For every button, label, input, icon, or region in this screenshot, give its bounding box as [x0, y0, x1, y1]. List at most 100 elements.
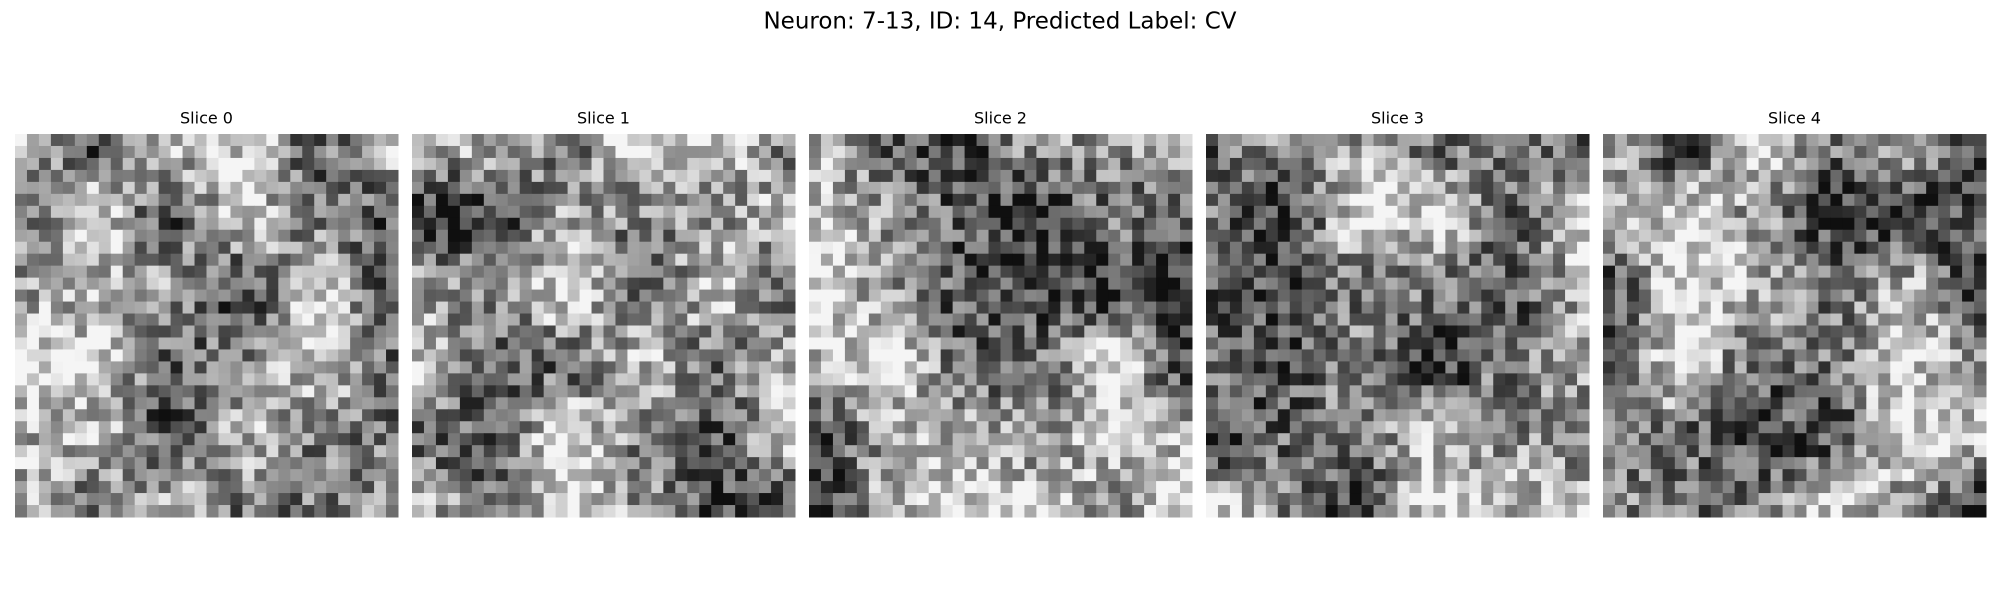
pixel — [820, 493, 834, 506]
pixel — [374, 157, 387, 171]
pixel — [1710, 301, 1724, 315]
pixel — [1517, 253, 1530, 267]
pixel — [1168, 421, 1181, 434]
pixel — [1072, 134, 1085, 147]
pixel — [194, 337, 207, 350]
pixel — [1048, 481, 1061, 494]
pixel — [338, 134, 351, 147]
pixel — [1674, 349, 1688, 362]
pixel — [1000, 481, 1013, 494]
pixel — [314, 145, 327, 159]
pixel — [1830, 181, 1843, 195]
pixel — [1698, 361, 1712, 374]
pixel — [1529, 373, 1542, 386]
pixel — [675, 433, 688, 446]
pixel — [579, 337, 593, 350]
pixel — [1000, 205, 1013, 219]
pixel — [880, 457, 894, 470]
pixel — [1650, 361, 1664, 374]
pixel — [1770, 145, 1784, 159]
pixel — [1493, 337, 1506, 350]
pixel — [170, 373, 184, 386]
pixel — [1144, 373, 1157, 386]
pixel — [735, 289, 748, 303]
pixel — [122, 289, 136, 303]
pixel — [1758, 313, 1772, 326]
pixel — [1277, 325, 1291, 338]
pixel — [362, 469, 375, 482]
pixel — [230, 493, 243, 506]
pixel — [591, 217, 604, 231]
pixel — [579, 229, 593, 243]
pixel — [1818, 397, 1831, 410]
pixel — [1674, 229, 1688, 243]
pixel — [110, 253, 124, 267]
pixel — [928, 145, 942, 159]
pixel — [639, 193, 652, 207]
pixel — [338, 169, 351, 183]
pixel — [940, 217, 954, 231]
pixel — [302, 241, 315, 255]
pixel — [663, 169, 676, 183]
pixel — [1144, 253, 1157, 267]
pixel — [1493, 481, 1506, 494]
pixel — [1120, 181, 1133, 195]
pixel — [1229, 373, 1243, 386]
pixel — [1962, 157, 1975, 171]
pixel — [1132, 253, 1145, 267]
pixel — [338, 193, 351, 207]
pixel — [771, 445, 784, 458]
pixel — [278, 421, 291, 434]
pixel — [868, 134, 882, 147]
pixel — [374, 241, 387, 255]
pixel — [110, 181, 124, 195]
pixel — [314, 433, 327, 446]
pixel — [651, 325, 664, 338]
pixel — [1012, 134, 1025, 147]
pixel — [1433, 337, 1446, 350]
pixel — [1866, 169, 1879, 183]
pixel — [687, 349, 700, 362]
pixel — [38, 169, 52, 183]
pixel — [1253, 277, 1267, 291]
pixel — [1120, 157, 1133, 171]
pixel — [326, 181, 339, 195]
pixel — [158, 481, 172, 494]
pixel — [146, 397, 160, 410]
pixel — [723, 481, 736, 494]
pixel — [158, 457, 172, 470]
pixel — [1241, 277, 1255, 291]
pixel — [591, 349, 604, 362]
pixel — [1445, 457, 1458, 470]
pixel — [170, 253, 184, 267]
pixel — [747, 433, 760, 446]
pixel — [519, 505, 533, 518]
pixel — [543, 265, 557, 279]
pixel — [412, 409, 425, 422]
pixel — [651, 265, 664, 279]
pixel — [1890, 277, 1903, 291]
pixel — [338, 301, 351, 315]
pixel — [1313, 325, 1327, 338]
pixel — [1373, 337, 1387, 350]
pixel — [880, 481, 894, 494]
pixel — [1301, 337, 1315, 350]
pixel — [1698, 457, 1712, 470]
pixel — [423, 265, 437, 279]
pixel — [639, 134, 652, 147]
pixel — [1914, 157, 1927, 171]
pixel — [74, 277, 88, 291]
pixel — [1325, 265, 1339, 279]
pixel — [783, 361, 796, 374]
pixel — [1072, 229, 1085, 243]
pixel — [603, 349, 616, 362]
pixel — [1108, 325, 1121, 338]
pixel — [1168, 313, 1181, 326]
pixel — [1048, 433, 1061, 446]
pixel — [1914, 397, 1927, 410]
pixel — [1012, 421, 1025, 434]
pixel — [1156, 253, 1169, 267]
pixel — [1409, 361, 1422, 374]
pixel — [158, 385, 172, 398]
pixel — [1890, 433, 1903, 446]
